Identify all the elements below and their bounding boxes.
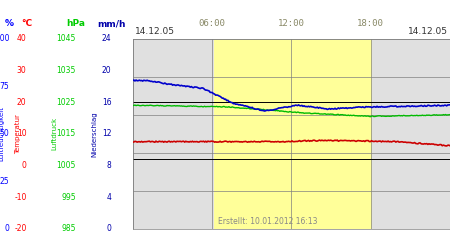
Text: 1015: 1015: [56, 129, 76, 138]
Text: -20: -20: [14, 224, 27, 233]
Text: Erstellt: 10.01.2012 16:13: Erstellt: 10.01.2012 16:13: [218, 217, 318, 226]
Text: mm/h: mm/h: [97, 19, 126, 28]
Text: 995: 995: [61, 192, 76, 202]
Text: 25: 25: [0, 177, 9, 186]
Text: %: %: [5, 19, 14, 28]
Text: 12:00: 12:00: [278, 18, 305, 28]
Text: 75: 75: [0, 82, 9, 91]
Text: hPa: hPa: [66, 19, 85, 28]
Text: 1035: 1035: [56, 66, 76, 75]
Text: 0: 0: [22, 161, 27, 170]
Text: Niederschlag: Niederschlag: [91, 111, 97, 156]
Text: 4: 4: [107, 192, 112, 202]
Text: 16: 16: [102, 98, 112, 106]
Text: -10: -10: [14, 192, 27, 202]
Text: 1045: 1045: [56, 34, 76, 43]
Text: Temperatur: Temperatur: [15, 114, 21, 154]
Text: 100: 100: [0, 34, 9, 43]
Text: 18:00: 18:00: [357, 18, 384, 28]
Text: 985: 985: [61, 224, 76, 233]
Text: 0: 0: [4, 224, 9, 233]
Text: 12: 12: [102, 129, 112, 138]
Text: 10: 10: [17, 129, 27, 138]
Text: 30: 30: [17, 66, 27, 75]
Text: 14.12.05: 14.12.05: [135, 27, 175, 36]
Text: Luftfeuchtigkeit: Luftfeuchtigkeit: [0, 106, 4, 161]
Text: 24: 24: [102, 34, 112, 43]
Text: 1005: 1005: [56, 161, 76, 170]
Text: 50: 50: [0, 129, 9, 138]
Text: Luftdruck: Luftdruck: [51, 117, 58, 150]
Text: 8: 8: [107, 161, 112, 170]
Text: 1025: 1025: [56, 98, 76, 106]
Text: 20: 20: [17, 98, 27, 106]
Text: 14.12.05: 14.12.05: [408, 27, 448, 36]
Text: 20: 20: [102, 66, 112, 75]
Text: 06:00: 06:00: [198, 18, 225, 28]
Text: 0: 0: [107, 224, 112, 233]
Text: 40: 40: [17, 34, 27, 43]
Text: °C: °C: [21, 19, 32, 28]
Bar: [214, 39, 372, 229]
